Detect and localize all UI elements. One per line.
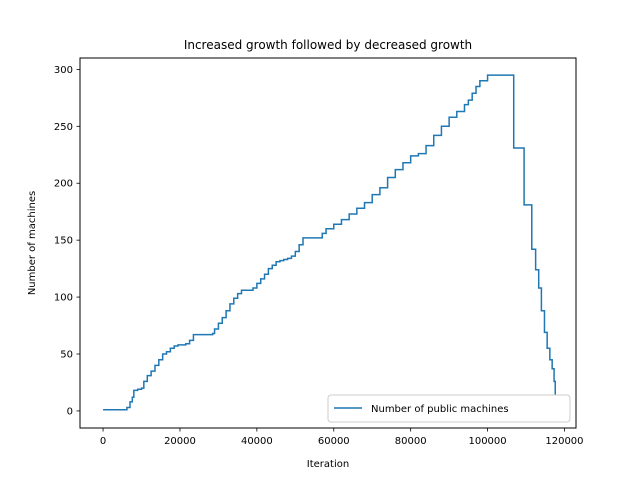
y-axis-label: Number of machines [27,191,38,295]
x-axis: 0 20000 40000 60000 80000 100000 120000 [100,428,584,447]
y-tick-label: 0 [67,406,73,417]
series-layer [103,74,556,411]
chart-title: Increased growth followed by decreased g… [184,38,472,52]
y-tick-label: 150 [54,236,73,247]
legend-label: Number of public machines [371,404,509,415]
x-tick-label: 40000 [241,436,273,447]
x-tick-label: 80000 [395,436,427,447]
x-tick-label: 0 [100,436,106,447]
x-tick-label: 20000 [164,436,196,447]
x-tick-label: 100000 [468,436,506,447]
legend-box [327,394,571,423]
legend: Number of public machines [327,394,571,423]
x-tick-label: 60000 [318,436,350,447]
y-tick-label: 250 [54,122,73,133]
axes-frame [79,57,577,429]
y-tick-label: 200 [54,179,73,190]
y-tick-label: 100 [54,293,73,304]
x-tick-label: 120000 [545,436,583,447]
series-line-0 [103,74,556,411]
y-tick-label: 50 [60,350,73,361]
y-axis: 0 50 100 150 200 250 300 [54,65,80,417]
x-axis-label: Iteration [307,459,349,470]
plot-area [79,57,577,429]
y-tick-label: 300 [54,65,73,76]
